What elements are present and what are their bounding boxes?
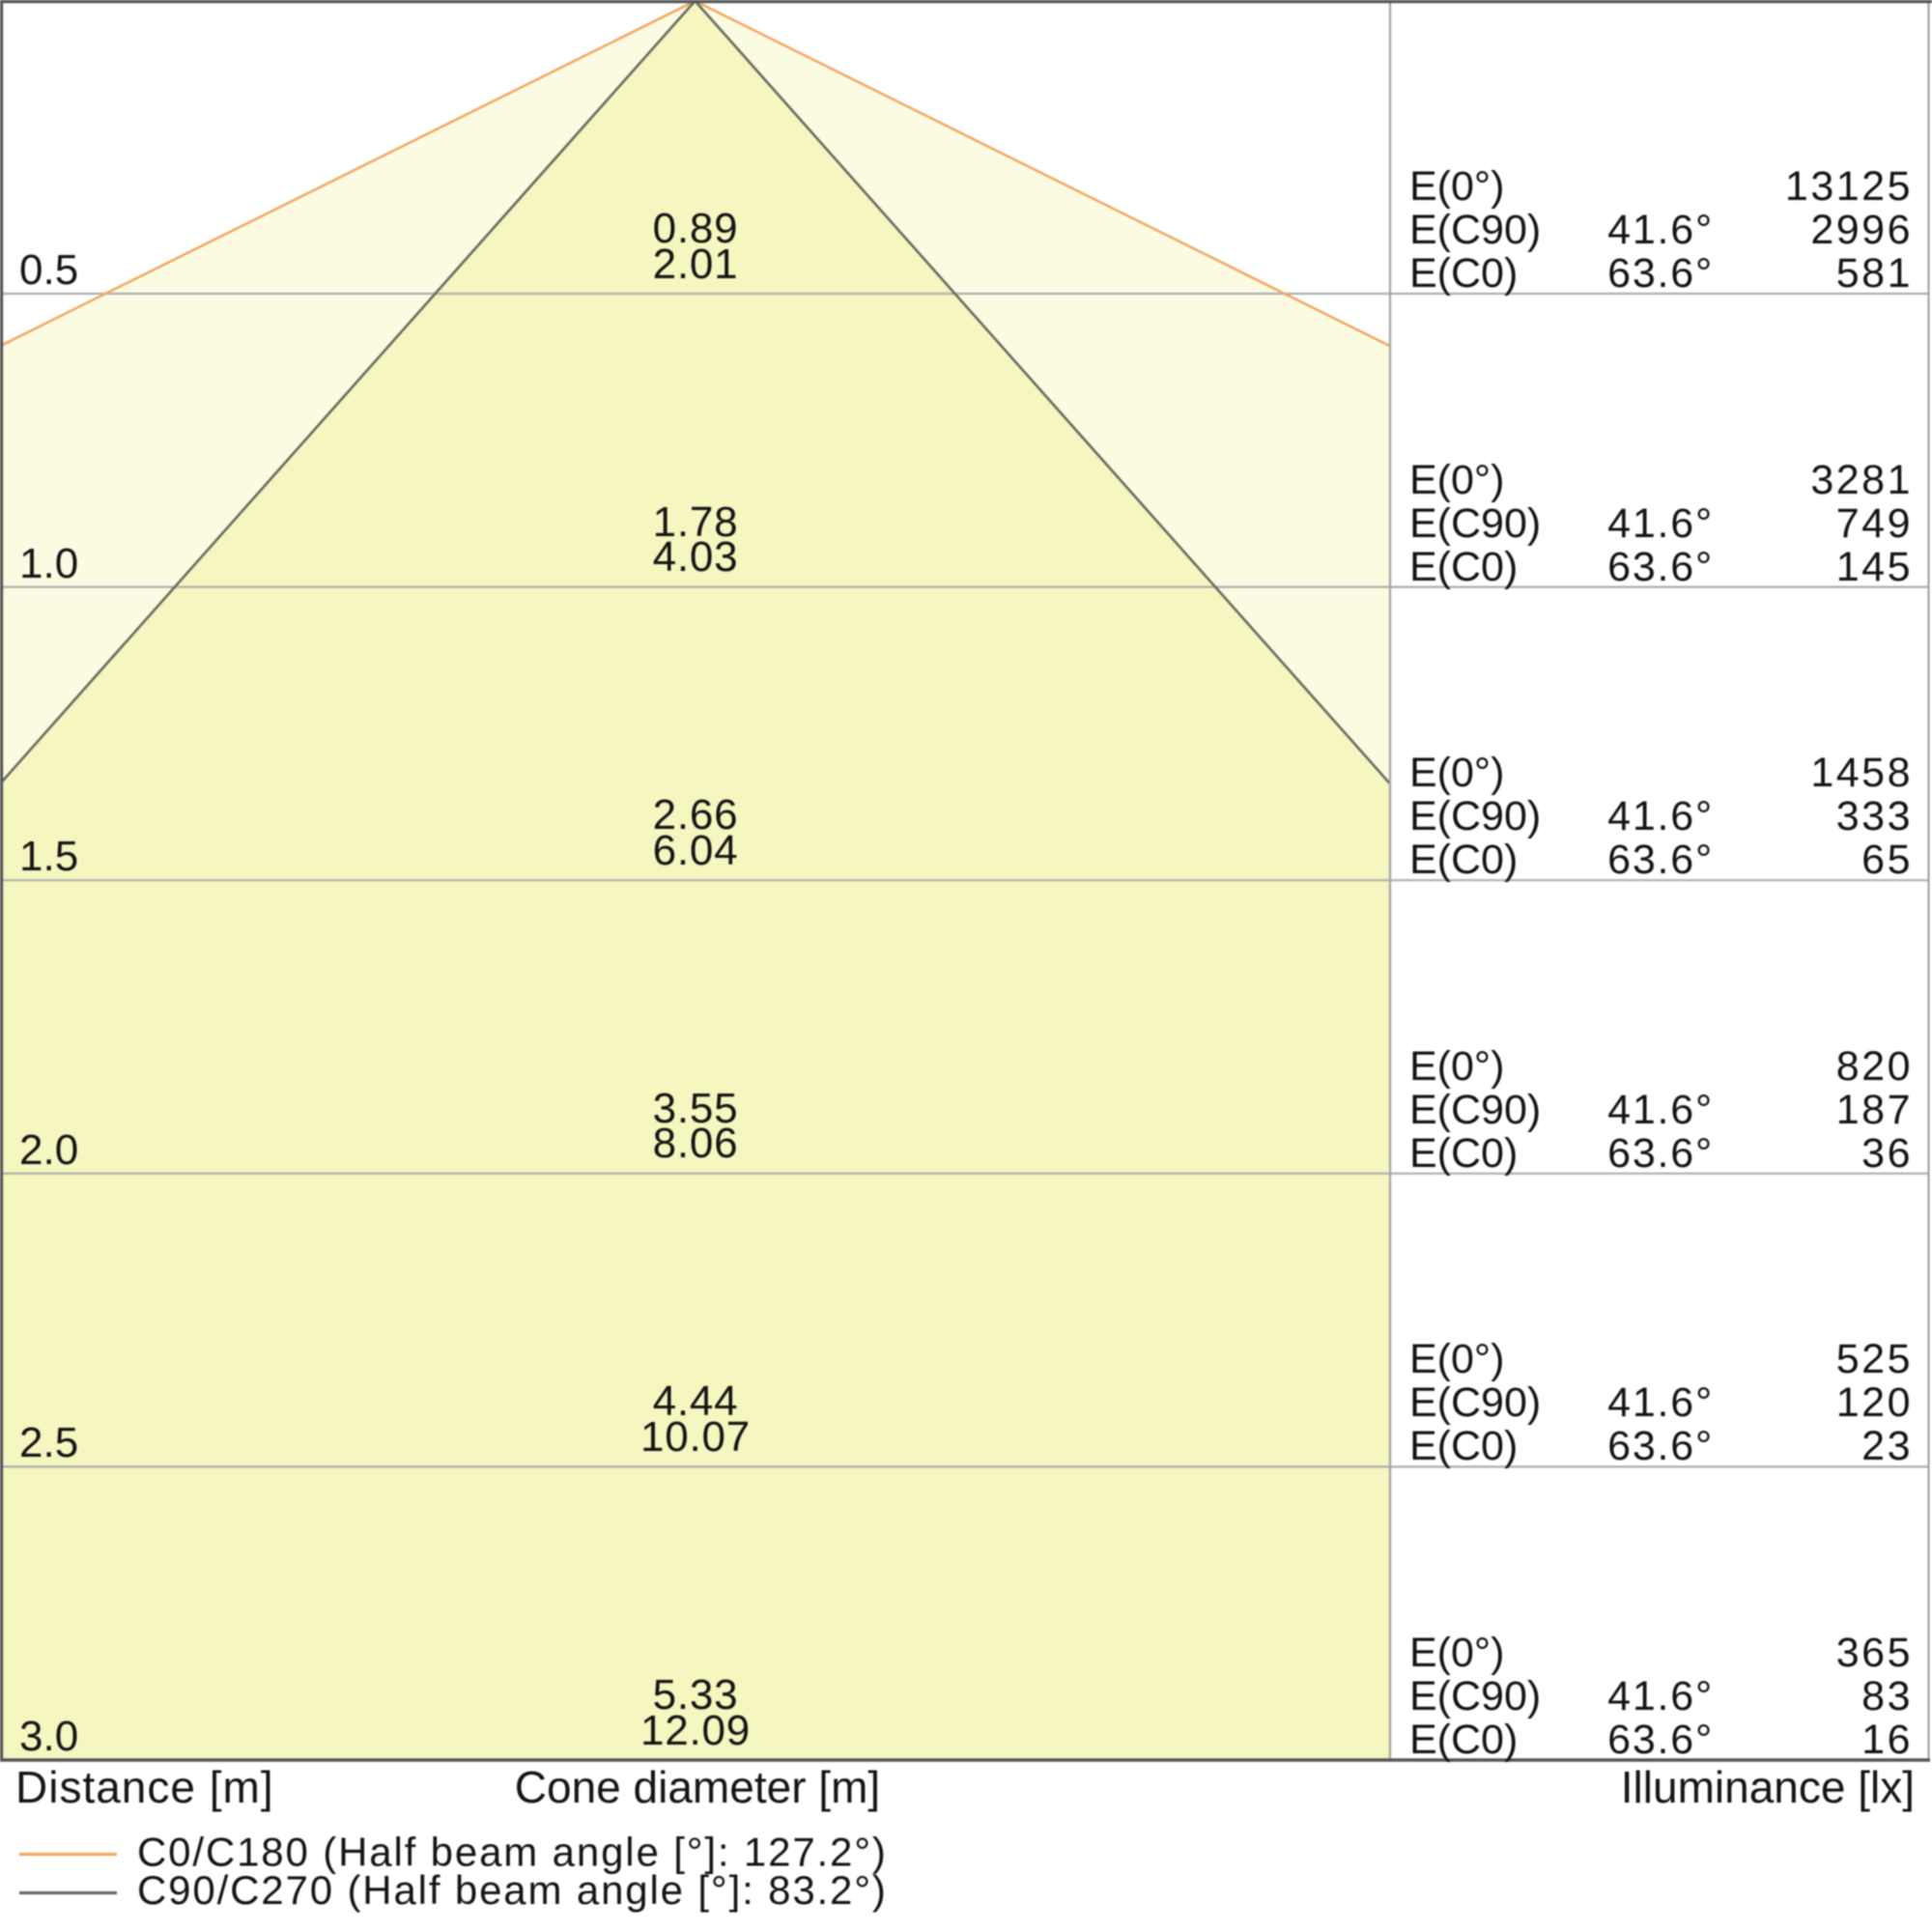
svg-text:E(C0): E(C0) bbox=[1409, 250, 1518, 297]
svg-text:E(C90): E(C90) bbox=[1409, 207, 1541, 253]
svg-text:41.6°: 41.6° bbox=[1607, 793, 1714, 839]
svg-text:41.6°: 41.6° bbox=[1607, 207, 1714, 253]
svg-text:1458: 1458 bbox=[1810, 750, 1913, 796]
svg-text:13125: 13125 bbox=[1785, 163, 1913, 210]
svg-text:41.6°: 41.6° bbox=[1607, 1087, 1714, 1133]
svg-text:820: 820 bbox=[1836, 1043, 1913, 1090]
svg-text:41.6°: 41.6° bbox=[1607, 1673, 1714, 1719]
svg-text:63.6°: 63.6° bbox=[1607, 250, 1714, 297]
svg-text:63.6°: 63.6° bbox=[1607, 1717, 1714, 1763]
svg-text:E(C90): E(C90) bbox=[1409, 500, 1541, 547]
svg-text:63.6°: 63.6° bbox=[1607, 837, 1714, 883]
svg-text:4.03: 4.03 bbox=[653, 533, 739, 581]
svg-text:5.33: 5.33 bbox=[653, 1671, 739, 1719]
svg-text:16: 16 bbox=[1861, 1717, 1913, 1763]
svg-text:1.0: 1.0 bbox=[19, 540, 78, 587]
svg-text:2.66: 2.66 bbox=[653, 791, 739, 838]
svg-text:2.5: 2.5 bbox=[19, 1419, 78, 1466]
svg-text:41.6°: 41.6° bbox=[1607, 1379, 1714, 1426]
svg-text:4.44: 4.44 bbox=[653, 1378, 739, 1425]
svg-text:41.6°: 41.6° bbox=[1607, 500, 1714, 547]
svg-text:2.01: 2.01 bbox=[653, 241, 739, 288]
svg-text:3.0: 3.0 bbox=[19, 1713, 78, 1760]
svg-text:E(C90): E(C90) bbox=[1409, 1087, 1541, 1133]
svg-text:36: 36 bbox=[1861, 1130, 1913, 1177]
svg-text:E(C0): E(C0) bbox=[1409, 1423, 1518, 1469]
svg-text:E(C90): E(C90) bbox=[1409, 793, 1541, 839]
svg-text:8.06: 8.06 bbox=[653, 1120, 739, 1167]
svg-text:749: 749 bbox=[1836, 500, 1913, 547]
svg-text:E(0°): E(0°) bbox=[1409, 1336, 1504, 1382]
svg-text:E(0°): E(0°) bbox=[1409, 1630, 1504, 1676]
svg-text:120: 120 bbox=[1836, 1379, 1913, 1426]
svg-text:65: 65 bbox=[1861, 837, 1913, 883]
svg-text:Illuminance [lx]: Illuminance [lx] bbox=[1621, 1762, 1915, 1812]
svg-text:365: 365 bbox=[1836, 1630, 1913, 1676]
svg-text:E(C0): E(C0) bbox=[1409, 1130, 1518, 1177]
svg-text:2996: 2996 bbox=[1810, 207, 1913, 253]
svg-text:E(C90): E(C90) bbox=[1409, 1379, 1541, 1426]
svg-text:23: 23 bbox=[1861, 1423, 1913, 1469]
svg-text:1.78: 1.78 bbox=[653, 498, 739, 546]
svg-text:E(C0): E(C0) bbox=[1409, 837, 1518, 883]
svg-text:2.0: 2.0 bbox=[19, 1126, 78, 1174]
svg-text:E(0°): E(0°) bbox=[1409, 1043, 1504, 1090]
svg-text:525: 525 bbox=[1836, 1336, 1913, 1382]
svg-text:C0/C180 (Half beam angle [°]:: C0/C180 (Half beam angle [°]: 127.2°) bbox=[137, 1830, 888, 1875]
svg-text:10.07: 10.07 bbox=[640, 1413, 751, 1461]
svg-text:12.09: 12.09 bbox=[640, 1707, 751, 1754]
svg-text:581: 581 bbox=[1836, 250, 1913, 297]
svg-text:E(C0): E(C0) bbox=[1409, 1717, 1518, 1763]
svg-text:E(0°): E(0°) bbox=[1409, 163, 1504, 210]
svg-text:E(0°): E(0°) bbox=[1409, 457, 1504, 503]
svg-text:63.6°: 63.6° bbox=[1607, 1130, 1714, 1177]
svg-text:C90/C270 (Half beam angle [°]:: C90/C270 (Half beam angle [°]: 83.2°) bbox=[137, 1867, 888, 1913]
svg-text:333: 333 bbox=[1836, 793, 1913, 839]
svg-text:63.6°: 63.6° bbox=[1607, 1423, 1714, 1469]
svg-text:1.5: 1.5 bbox=[19, 833, 78, 880]
svg-text:63.6°: 63.6° bbox=[1607, 544, 1714, 590]
svg-text:Cone diameter [m]: Cone diameter [m] bbox=[515, 1762, 880, 1812]
svg-text:Distance [m]: Distance [m] bbox=[15, 1762, 274, 1812]
svg-text:83: 83 bbox=[1861, 1673, 1913, 1719]
svg-text:E(C90): E(C90) bbox=[1409, 1673, 1541, 1719]
svg-text:187: 187 bbox=[1836, 1087, 1913, 1133]
svg-text:E(C0): E(C0) bbox=[1409, 544, 1518, 590]
svg-text:0.89: 0.89 bbox=[653, 205, 739, 252]
svg-text:145: 145 bbox=[1836, 544, 1913, 590]
svg-text:3281: 3281 bbox=[1810, 457, 1913, 503]
svg-text:E(0°): E(0°) bbox=[1409, 750, 1504, 796]
svg-text:0.5: 0.5 bbox=[19, 246, 78, 294]
svg-text:3.55: 3.55 bbox=[653, 1085, 739, 1132]
svg-text:6.04: 6.04 bbox=[653, 827, 739, 874]
